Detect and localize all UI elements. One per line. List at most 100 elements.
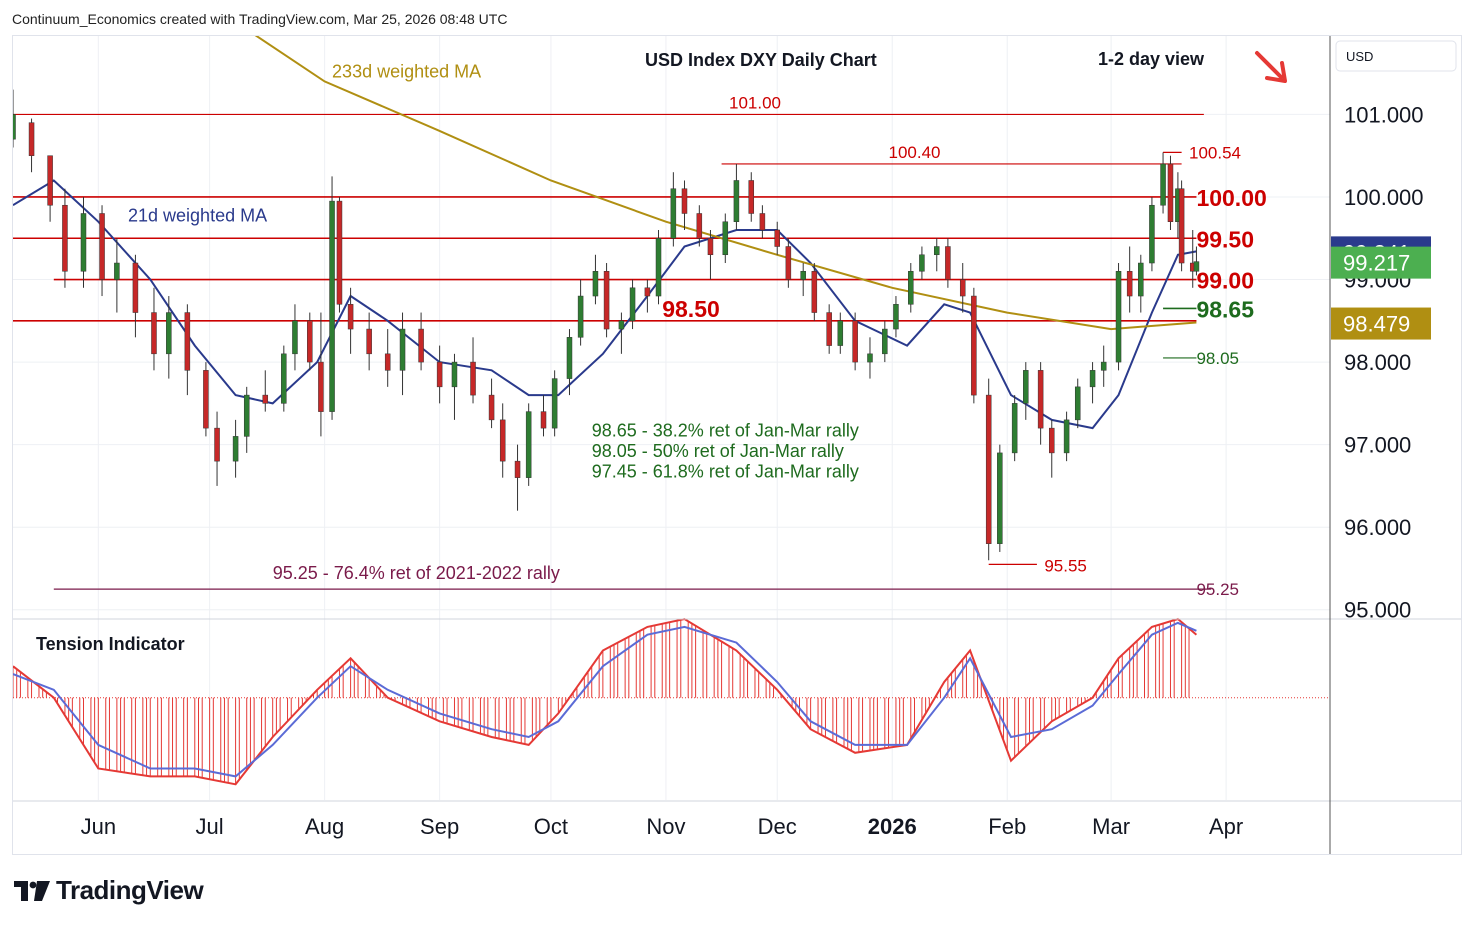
candle [232,419,239,478]
candle [399,312,406,396]
candle-body [1074,386,1081,421]
indicator-slow-line [12,621,1197,778]
indicator-fast-line [12,617,1198,786]
candle [243,386,250,453]
chart-canvas[interactable]: 101.00 100.40 100.54 100.00 99.50 99.00 98.50 9… [10,31,1461,854]
candles [10,89,1200,561]
candle [592,254,599,305]
candle [644,279,651,313]
level-label: 101.00 [729,93,781,112]
candle-body [1193,261,1200,272]
x-tick-label: Mar [1092,814,1130,839]
candle-body [785,246,792,280]
candle-body [99,213,105,280]
candle [733,163,740,230]
candle-body [451,361,458,388]
candle-body [514,460,521,478]
candle [1149,196,1155,272]
candle-body [336,200,343,305]
candle-body [80,213,87,272]
tradingview-logo[interactable]: TradingView [14,875,204,906]
y-tick-label: 96.000 [1344,515,1411,540]
y-tick-label: 97.000 [1344,433,1411,458]
candle [132,254,139,338]
candle-body [203,370,209,429]
candle-body [151,312,157,355]
ma-line [249,31,1197,331]
currency-box [1335,40,1457,72]
chart-credit: Continuum_Economics created with Trading… [12,11,508,27]
candle [1138,254,1144,313]
annotation-text: 98.05 - 50% ret of Jan-Mar rally [592,441,844,461]
candle [908,263,914,313]
candle-body [1011,403,1018,454]
candle-body [566,337,573,379]
candle [1178,180,1185,272]
candle [707,230,714,280]
candle-body [292,320,298,355]
candle-body [919,254,925,272]
candle-body [232,436,239,462]
candle-body [307,320,313,363]
candle [603,263,610,338]
moving-averages [12,31,1197,430]
candle-body [655,238,662,297]
candle [499,403,506,478]
candle [681,180,688,230]
candle [934,238,940,272]
candle-body [1100,361,1107,371]
candle [62,188,68,288]
candle [10,89,16,148]
candle [418,312,424,371]
annotation-text: 233d weighted MA [332,61,481,81]
candle-body [329,200,335,412]
gridlines [13,36,1330,800]
candle [1160,152,1166,214]
candle [1193,246,1200,276]
candle-body [62,204,68,272]
candle [514,444,521,511]
candle [1089,362,1096,404]
annotation-text: 21d weighted MA [128,206,267,226]
candle [655,230,662,305]
candle-body [1089,370,1096,388]
x-tick-label: Jul [196,814,224,839]
candle-body [318,361,324,412]
candle [525,403,532,486]
candle-body [1063,419,1070,454]
candle-body [629,287,636,322]
candle-body [436,361,443,388]
candle-body [243,394,250,437]
candle-body [722,221,729,256]
x-tick-label: Sep [420,814,459,839]
candle-body [959,279,966,297]
annotation-text: 97.45 - 61.8% ret of Jan-Mar rally [592,462,859,482]
candle [540,395,547,437]
candle-body [945,246,951,280]
candle-body [826,312,832,346]
candle-body [470,361,476,396]
currency-label: USD [1346,49,1373,64]
candle-body [603,271,610,330]
candle-body [893,304,899,330]
axes: USD101.000100.00099.00098.00097.00096.00… [13,36,1461,854]
candle [329,176,335,420]
candle [670,172,677,247]
x-tick-label: Apr [1209,814,1243,839]
candle-body [1160,163,1166,206]
candle-body [418,328,424,363]
candle [959,263,966,313]
candle-body [28,122,35,156]
candle [997,444,1003,552]
candle-body [1037,370,1044,429]
candle-body [800,271,806,280]
candle [1167,155,1174,230]
candle [629,279,636,330]
candle [919,246,925,280]
candle-body [366,328,372,355]
candle-body [384,353,391,371]
candle-body [774,229,780,247]
candle-body [908,271,914,305]
candle [785,238,792,288]
candle-body [399,328,406,371]
